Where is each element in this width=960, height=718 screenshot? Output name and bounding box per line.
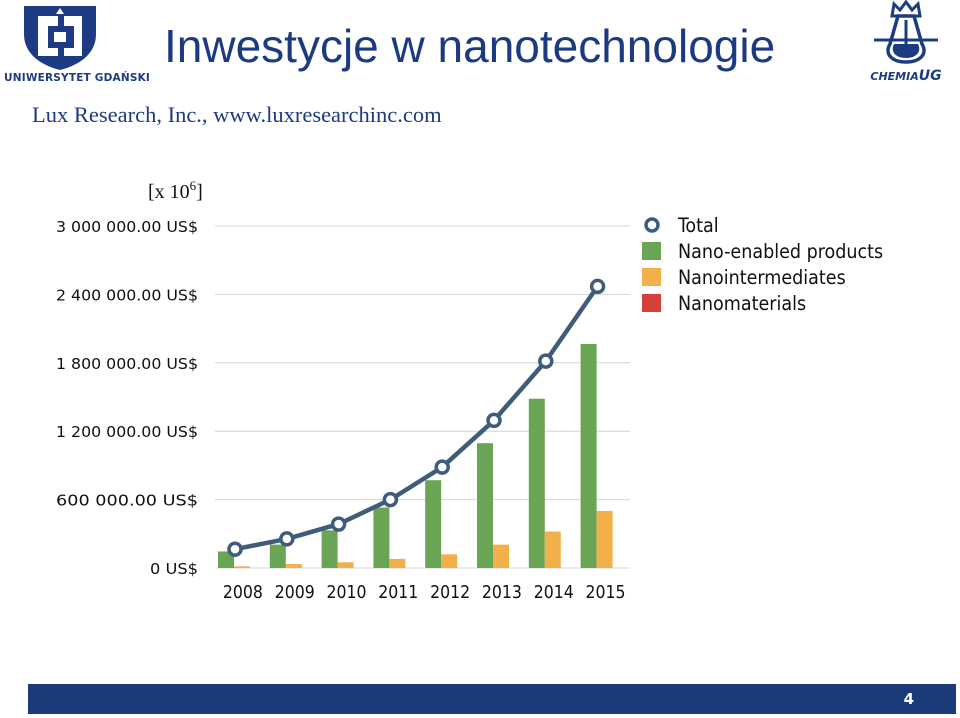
bar-nanointermediates [544, 531, 561, 568]
bar-nano-enabled-products [580, 343, 597, 568]
x-axis-labels: 2008 2009 2010 2011 2012 2013 2014 2015 [223, 582, 626, 603]
legend-swatch [642, 268, 661, 286]
page-subtitle: Lux Research, Inc., www.luxresearchinc.c… [32, 102, 442, 127]
bar-nanointermediates [234, 566, 250, 568]
university-logo: UNIWERSYTET GDAŃSKI [4, 4, 151, 86]
x-tick-label: 2013 [482, 582, 522, 603]
unit-label: [x 106] [148, 178, 203, 203]
total-line [227, 278, 606, 557]
y-tick-label: 600 000.00 US$ [56, 492, 198, 510]
y-tick-label: 2 400 000.00 US$ [56, 286, 198, 304]
x-tick-label: 2008 [223, 582, 263, 603]
y-tick-label: 1 800 000.00 US$ [56, 355, 198, 373]
total-point [589, 278, 606, 295]
page-number: 4 [903, 690, 914, 708]
bar-nano-enabled-products [425, 480, 442, 568]
legend-marker-total [644, 217, 660, 233]
legend-label: Nano-enabled products [678, 240, 883, 263]
x-tick-label: 2011 [378, 582, 418, 603]
bar-nano-enabled-products [373, 507, 390, 568]
legend: Total Nano-enabled products Nanointermedia… [642, 214, 883, 315]
total-point [486, 412, 502, 429]
university-crest-icon [24, 6, 96, 70]
total-point [382, 491, 399, 508]
bar-nanointermediates [285, 564, 302, 568]
y-axis-labels: 0 US$ 600 000.00 US$ 1 200 000.00 US$ 1 800… [56, 218, 198, 578]
bar-nano-enabled-products [477, 443, 493, 568]
legend-swatch [642, 294, 661, 312]
investment-chart: [x 106] 0 US$ 600 000.00 US$ 1 200 000.00 … [56, 178, 883, 603]
legend-label: Total [677, 214, 719, 237]
total-series-line [234, 285, 600, 552]
page-title: Inwestycje w nanotechnologie [164, 20, 776, 72]
bar-nanointermediates [441, 554, 458, 568]
x-tick-label: 2009 [275, 582, 315, 603]
chemia-logo: CHEMIAUG [860, 0, 952, 90]
bar-nanointermediates [389, 558, 406, 568]
bar-nano-enabled-products [218, 551, 234, 568]
legend-label: Nanointermediates [678, 266, 846, 289]
total-point [538, 353, 554, 369]
grid-lines [215, 225, 630, 569]
chemia-tower-icon [874, 0, 938, 64]
bar-nanointermediates [493, 544, 509, 568]
bar-nanointermediates [596, 511, 613, 568]
x-tick-label: 2010 [327, 582, 367, 603]
legend-label: Nanomaterials [678, 292, 806, 315]
university-logo-text: UNIWERSYTET GDAŃSKI [4, 72, 151, 84]
bar-nanointermediates [337, 562, 354, 568]
chemia-logo-text: CHEMIAUG [870, 68, 942, 84]
y-tick-label: 1 200 000.00 US$ [56, 423, 198, 441]
y-tick-label: 0 US$ [150, 560, 198, 578]
total-point [434, 459, 450, 475]
bar-nano-enabled-products [269, 544, 286, 568]
legend-swatch [642, 242, 661, 260]
bar-nano-enabled-products [528, 398, 545, 568]
x-tick-label: 2015 [586, 582, 626, 603]
total-point [227, 541, 243, 557]
total-point [330, 516, 347, 532]
x-tick-label: 2012 [430, 582, 470, 603]
x-tick-label: 2014 [534, 582, 574, 603]
bar-nano-enabled-products [321, 530, 338, 568]
total-point [279, 531, 295, 547]
footer-bar: 4 [28, 684, 956, 714]
y-tick-label: 3 000 000.00 US$ [56, 218, 198, 236]
bars [218, 343, 613, 568]
